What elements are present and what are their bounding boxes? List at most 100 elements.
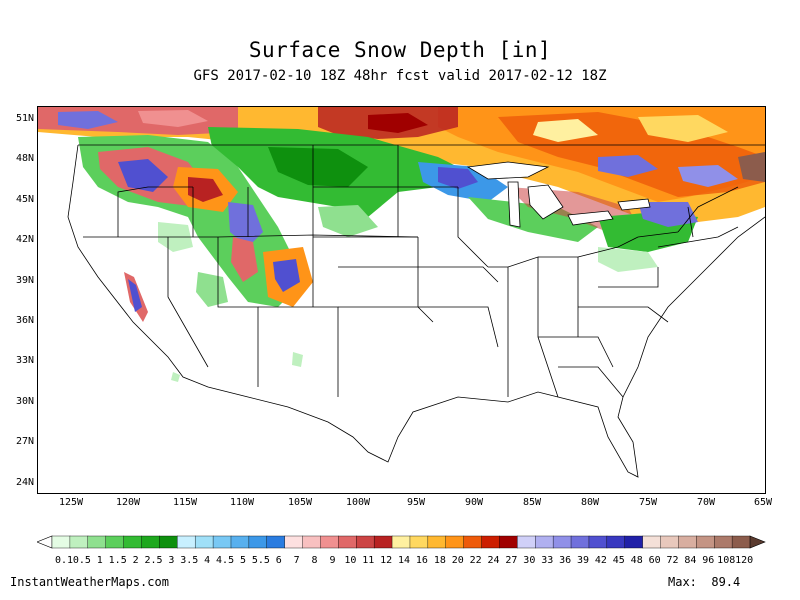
color-bar-cells [37, 535, 766, 549]
color-bar-cell [427, 535, 447, 549]
color-bar-label: 96 [702, 555, 715, 566]
color-bar-label: 72 [666, 555, 679, 566]
color-bar-label: 5.5 [251, 555, 270, 566]
color-bar-cell [230, 535, 250, 549]
color-bar-cell [552, 535, 572, 549]
color-bar-label: 22 [469, 555, 482, 566]
color-bar [37, 535, 766, 549]
lon-label: 120W [115, 497, 141, 508]
max-value: Max: 89.4 [668, 575, 741, 589]
color-bar-label: 60 [648, 555, 661, 566]
color-bar-label: 2.5 [144, 555, 163, 566]
color-bar-label: 12 [380, 555, 393, 566]
color-bar-cell [338, 535, 357, 549]
color-bar-label: 24 [487, 555, 500, 566]
lat-label: 36N [15, 315, 34, 326]
color-bar-cell [123, 535, 142, 549]
color-bar-label: 8 [311, 555, 318, 566]
lat-label: 24N [15, 477, 34, 488]
color-bar-label: 2 [132, 555, 139, 566]
color-bar-label: 120 [735, 555, 754, 566]
lat-label: 51N [15, 113, 34, 124]
color-bar-cell [588, 535, 608, 549]
color-bar-label: 45 [612, 555, 625, 566]
color-bar-high-arrow [749, 535, 766, 549]
lon-label: 105W [287, 497, 313, 508]
color-bar-cell [177, 535, 196, 549]
lat-label: 33N [15, 355, 34, 366]
color-bar-cell [481, 535, 500, 549]
color-bar-cell [642, 535, 662, 549]
color-bar-label: 14 [398, 555, 411, 566]
color-bar-label: 27 [505, 555, 518, 566]
lon-label: 95W [406, 497, 426, 508]
state-borders [67, 144, 765, 478]
lon-label: 80W [580, 497, 600, 508]
color-bar-cell [51, 535, 71, 549]
map-title: Surface Snow Depth [in] [248, 38, 552, 62]
color-bar-cell [194, 535, 214, 549]
western-mountain-snow [78, 135, 313, 382]
color-bar-cell [731, 535, 751, 549]
color-bar-label: 3 [168, 555, 175, 566]
color-bar-cell [105, 535, 125, 549]
color-bar-label: 0.5 [72, 555, 91, 566]
color-bar-cell [445, 535, 465, 549]
lon-label: 125W [58, 497, 84, 508]
site-credit: InstantWeatherMaps.com [10, 575, 169, 589]
lon-label: 100W [345, 497, 371, 508]
color-bar-label: 42 [594, 555, 607, 566]
color-bar-cell [159, 535, 178, 549]
color-bar-label: 4 [204, 555, 211, 566]
color-bar-label: 20 [451, 555, 464, 566]
map-subtitle: GFS 2017-02-10 18Z 48hr fcst valid 2017-… [193, 68, 607, 84]
color-bar-cell [606, 535, 626, 549]
color-bar-cell [535, 535, 554, 549]
color-bar-label: 18 [433, 555, 446, 566]
lat-label: 39N [15, 275, 34, 286]
lat-label: 42N [15, 234, 34, 245]
color-bar-cell [212, 535, 232, 549]
lon-label: 75W [638, 497, 658, 508]
color-bar-cell [141, 535, 160, 549]
color-bar-label: 11 [362, 555, 375, 566]
color-bar-cell [356, 535, 375, 549]
color-bar-label: 36 [559, 555, 572, 566]
color-bar-label: 30 [523, 555, 536, 566]
color-bar-cell [624, 535, 644, 549]
color-bar-cell [517, 535, 536, 549]
color-bar-label: 0.1 [54, 555, 74, 566]
color-bar-label: 10 [344, 555, 357, 566]
color-bar-label: 3.5 [180, 555, 199, 566]
color-bar-label: 16 [415, 555, 428, 566]
color-bar-cell [714, 535, 733, 549]
color-bar-cell [266, 535, 286, 549]
color-bar-cell [570, 535, 590, 549]
color-bar-cell [409, 535, 429, 549]
color-bar-cell [320, 535, 339, 549]
lat-label: 48N [15, 153, 34, 164]
color-bar-cell [284, 535, 304, 549]
color-bar-cell [660, 535, 679, 549]
snow-depth-map [37, 106, 766, 494]
color-bar-cell [373, 535, 393, 549]
color-bar-label: 48 [630, 555, 643, 566]
lon-label: 70W [696, 497, 716, 508]
color-bar-label: 7 [293, 555, 300, 566]
color-bar-cell [248, 535, 268, 549]
lat-label: 30N [15, 396, 34, 407]
lat-label: 27N [15, 436, 34, 447]
color-bar-cell [87, 535, 107, 549]
lon-label: 110W [229, 497, 255, 508]
lon-label: 115W [172, 497, 198, 508]
color-bar-label: 108 [717, 555, 736, 566]
color-bar-label: 39 [576, 555, 590, 566]
lon-label: 90W [464, 497, 484, 508]
color-bar-label: 4.5 [216, 555, 235, 566]
color-bar-label: 1 [96, 555, 103, 566]
color-bar-cell [696, 535, 715, 549]
color-bar-cell [302, 535, 321, 549]
color-bar-label: 9 [329, 555, 336, 566]
color-bar-label: 1.5 [108, 555, 127, 566]
lon-label: 85W [522, 497, 542, 508]
